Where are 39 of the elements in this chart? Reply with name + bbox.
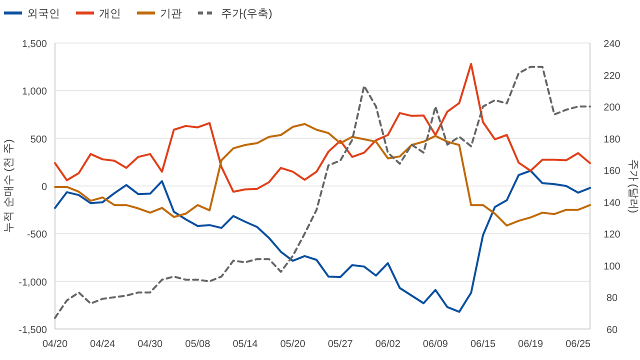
x-tick-label: 06/15 [470,339,496,350]
y2-tick-label: 180 [604,134,621,146]
y-axis-title: 누적 순매수 (천 주) [3,139,15,233]
y2-tick-label: 140 [604,198,621,209]
line-series [54,66,591,319]
y-tick-label: 500 [30,134,48,146]
legend-label: 기관 [160,8,182,20]
line-series [54,170,591,313]
y-tick-label: -500 [26,230,48,241]
x-tick-label: 06/09 [422,339,448,350]
y2-tick-label: 160 [604,166,621,178]
line-series [54,123,591,227]
y-tick-label: 1,500 [22,39,48,50]
y2-tick-label: 240 [604,39,621,50]
x-tick-label: 06/19 [518,339,544,350]
y2-tick-label: 120 [604,230,621,241]
y-tick-label: 1,000 [22,86,48,98]
y2-tick-label: 220 [604,70,621,82]
y2-tick-label: 100 [604,261,621,272]
legend-label: 외국인 [27,8,60,20]
y2-tick-label: 200 [604,102,621,114]
x-tick-label: 04/24 [90,339,116,350]
x-tick-label: 06/25 [566,339,592,350]
legend-label: 주가(우축) [221,8,272,20]
y2-axis-title: 주가 (달러) [627,158,639,214]
x-tick-label: 06/02 [375,339,401,350]
y2-tick-label: 60 [606,325,618,336]
line-series [54,62,591,193]
y-tick-label: 0 [41,182,48,193]
x-tick-label: 05/08 [185,339,211,350]
y-tick-label: -1,000 [18,277,48,288]
x-tick-label: 05/20 [280,339,306,350]
x-tick-label: 05/14 [232,339,258,350]
x-tick-label: 04/30 [138,339,164,350]
x-tick-label: 05/27 [328,339,354,350]
y-tick-label: -1,500 [18,325,48,336]
legend-label: 개인 [99,8,121,20]
x-tick-label: 04/20 [42,339,68,350]
y2-tick-label: 80 [606,293,618,304]
